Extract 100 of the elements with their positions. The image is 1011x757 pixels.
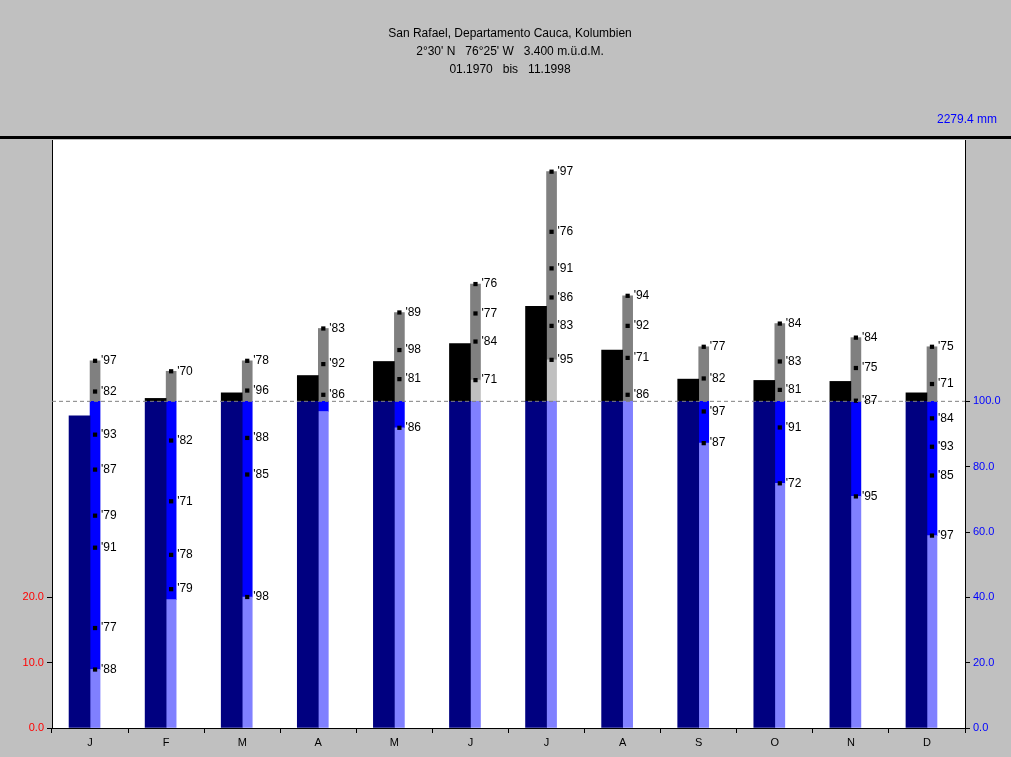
- bar: [677, 378, 700, 402]
- point: [397, 347, 402, 353]
- series-label: '89: [405, 304, 422, 319]
- series-label: '78: [177, 547, 194, 562]
- series-label: '83: [329, 320, 346, 335]
- text: '88: [253, 430, 269, 445]
- bar: [905, 401, 928, 728]
- text: '87: [709, 435, 726, 450]
- point: [92, 467, 98, 472]
- x-tick-label: D: [922, 735, 931, 748]
- x-tick-label: S: [695, 735, 703, 748]
- point: [92, 389, 98, 394]
- series-label: '82: [101, 383, 118, 398]
- y2-tick-label: 0.0: [973, 721, 989, 734]
- series-label: '96: [253, 382, 270, 397]
- text: '71: [937, 376, 954, 391]
- point: [397, 310, 402, 315]
- point: [473, 281, 478, 287]
- chart-title: San Rafael, Departamento Cauca, Kolumbien: [388, 26, 632, 41]
- text: '87: [861, 392, 878, 407]
- text: '83: [785, 353, 802, 368]
- series-label: '76: [481, 276, 498, 291]
- bar: [525, 305, 547, 402]
- series-label: '97: [101, 353, 118, 368]
- point: [549, 295, 554, 300]
- x-tick-label: M: [237, 735, 247, 748]
- point: [929, 473, 935, 478]
- text: '82: [709, 370, 726, 385]
- bar: [144, 401, 167, 728]
- text: '71: [633, 350, 650, 365]
- text: '76: [557, 224, 574, 239]
- chart-subtitle: 2°30' N 76°25' W 3.400 m.ü.d.M.: [416, 44, 604, 59]
- bar: [525, 401, 547, 728]
- point: [701, 376, 706, 381]
- bar: [68, 415, 91, 728]
- bar: [449, 401, 471, 728]
- text: '97: [937, 527, 954, 542]
- bar: [449, 343, 471, 402]
- point: [701, 409, 706, 414]
- point: [853, 494, 859, 499]
- y2-tick-label: 60.0: [973, 525, 995, 538]
- text: '81: [785, 382, 802, 397]
- bar: [829, 401, 852, 728]
- point: [473, 311, 478, 316]
- point: [245, 388, 250, 393]
- series-label: '91: [101, 539, 118, 554]
- bar: [470, 283, 481, 381]
- x-tick-label: F: [162, 735, 170, 748]
- text: '86: [633, 387, 650, 402]
- x-tick-label: O: [770, 735, 780, 748]
- text: '84: [785, 315, 802, 330]
- point: [245, 472, 250, 477]
- bar: [774, 401, 786, 484]
- y2-tick-label: 40.0: [973, 590, 995, 603]
- bar: [296, 401, 319, 728]
- text: '93: [937, 439, 954, 454]
- series-label: '85: [253, 466, 270, 481]
- point: [777, 359, 782, 364]
- bar: [89, 669, 101, 728]
- point: [397, 425, 402, 430]
- text: '85: [937, 467, 954, 482]
- y-tick-label: 10.0: [22, 655, 44, 668]
- point: [92, 667, 98, 672]
- text: 01.1970 bis 11.1998: [449, 62, 571, 77]
- series-label: '86: [329, 387, 346, 402]
- y2-tick-label: 100.0: [973, 394, 1001, 407]
- text: '71: [481, 372, 498, 387]
- bar: [601, 401, 623, 728]
- bar: [546, 171, 557, 361]
- text: '95: [861, 488, 878, 503]
- series-label: '81: [405, 371, 422, 386]
- text: '83: [557, 318, 574, 333]
- bar: [241, 401, 253, 598]
- series-label: '92: [329, 356, 346, 371]
- bar: [546, 401, 557, 728]
- bar: [601, 349, 623, 402]
- point: [397, 377, 402, 382]
- text: 2279.4 mm: [936, 112, 997, 127]
- point: [549, 169, 554, 174]
- text: '97: [557, 164, 574, 178]
- series-label: '70: [177, 363, 194, 378]
- series-label: '94: [633, 288, 650, 303]
- bar: [220, 401, 243, 728]
- text: '98: [405, 342, 422, 357]
- bar: [677, 401, 700, 728]
- bar: [394, 427, 405, 728]
- text: '75: [937, 339, 954, 354]
- bar: [317, 411, 329, 728]
- bar: [165, 401, 177, 600]
- text: '78: [253, 353, 269, 368]
- bar: [373, 401, 395, 728]
- bar: [926, 535, 938, 728]
- y-tick-label: 0.0: [28, 721, 44, 734]
- text: '84: [937, 410, 954, 425]
- bar: [622, 401, 633, 728]
- point: [473, 339, 478, 344]
- bar: [698, 442, 710, 728]
- x-tick-label: J: [467, 735, 474, 748]
- series-label: '98: [253, 589, 270, 604]
- series-label: '77: [101, 620, 118, 635]
